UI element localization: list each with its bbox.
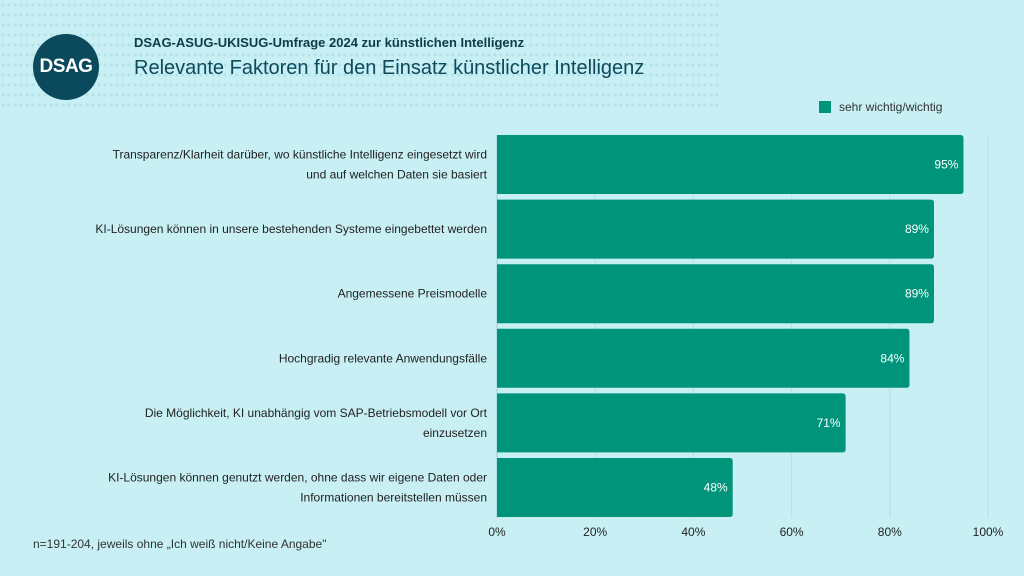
chart-title: Relevante Faktoren für den Einsatz künst…	[134, 57, 645, 79]
category-label: und auf welchen Daten sie basiert	[306, 168, 487, 182]
bar	[497, 328, 910, 388]
binary-background-pattern	[0, 0, 720, 110]
category-label: Transparenz/Klarheit darüber, wo künstli…	[113, 148, 487, 162]
bar	[497, 264, 934, 324]
category-label: einzusetzen	[423, 426, 487, 440]
dsag-logo: DSAG	[33, 34, 99, 100]
bar	[497, 393, 846, 453]
data-label: 48%	[704, 481, 728, 495]
category-label: Die Möglichkeit, KI unabhängig vom SAP-B…	[145, 406, 488, 420]
x-tick-label: 80%	[878, 525, 902, 539]
data-label: 84%	[880, 351, 904, 365]
category-label: KI-Lösungen können genutzt werden, ohne …	[108, 471, 487, 485]
data-label: 89%	[905, 222, 929, 236]
x-tick-label: 20%	[583, 525, 607, 539]
chart-supertitle: DSAG-ASUG-UKISUG-Umfrage 2024 zur künstl…	[134, 35, 525, 50]
logo-text: DSAG	[39, 56, 93, 77]
x-tick-label: 100%	[973, 525, 1004, 539]
category-label: Informationen bereitstellen müssen	[300, 491, 487, 505]
bar	[497, 135, 964, 194]
footnote: n=191-204, jeweils ohne „Ich weiß nicht/…	[33, 537, 327, 551]
x-tick-label: 0%	[488, 525, 506, 539]
bar	[497, 458, 733, 517]
category-label: Hochgradig relevante Anwendungsfälle	[279, 351, 487, 365]
data-label: 95%	[934, 158, 958, 172]
data-label: 71%	[817, 416, 841, 430]
data-label: 89%	[905, 287, 929, 301]
category-label: KI-Lösungen können in unsere bestehenden…	[95, 222, 487, 236]
category-label: Angemessene Preismodelle	[338, 287, 488, 301]
bar	[497, 199, 934, 259]
x-tick-label: 60%	[780, 525, 804, 539]
x-tick-label: 40%	[681, 525, 705, 539]
legend-label: sehr wichtig/wichtig	[839, 100, 943, 114]
legend-swatch	[819, 101, 831, 113]
legend: sehr wichtig/wichtig	[819, 100, 942, 114]
